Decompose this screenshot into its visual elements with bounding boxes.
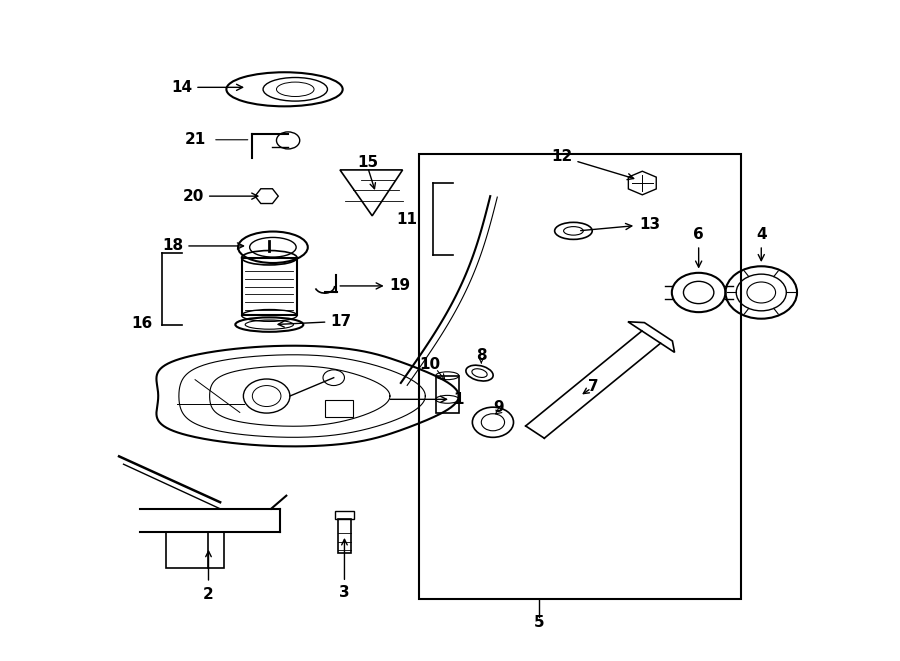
Text: 5: 5: [534, 615, 544, 630]
Text: 21: 21: [184, 132, 206, 147]
Text: 16: 16: [131, 316, 153, 330]
Text: 11: 11: [397, 212, 418, 227]
Bar: [335, 511, 355, 520]
Text: 8: 8: [476, 348, 487, 363]
Bar: [166, 532, 224, 568]
Bar: [338, 520, 351, 553]
Bar: [418, 153, 741, 600]
Text: 13: 13: [580, 217, 660, 232]
Text: 17: 17: [278, 314, 351, 329]
Bar: [436, 375, 459, 413]
Text: 12: 12: [551, 149, 634, 180]
Text: 6: 6: [693, 227, 704, 267]
Text: 3: 3: [339, 585, 350, 600]
Text: 2: 2: [203, 587, 214, 602]
Text: 14: 14: [171, 80, 243, 95]
Text: 7: 7: [588, 379, 598, 394]
Text: 18: 18: [162, 239, 244, 253]
Text: 15: 15: [357, 155, 378, 170]
Bar: [241, 258, 297, 315]
Text: 9: 9: [493, 400, 504, 414]
Text: 19: 19: [340, 278, 410, 293]
Text: 10: 10: [418, 357, 440, 372]
Text: 20: 20: [183, 188, 257, 204]
Bar: [325, 400, 354, 417]
Text: 1: 1: [391, 392, 464, 407]
Text: 4: 4: [756, 227, 767, 260]
Polygon shape: [628, 322, 675, 352]
